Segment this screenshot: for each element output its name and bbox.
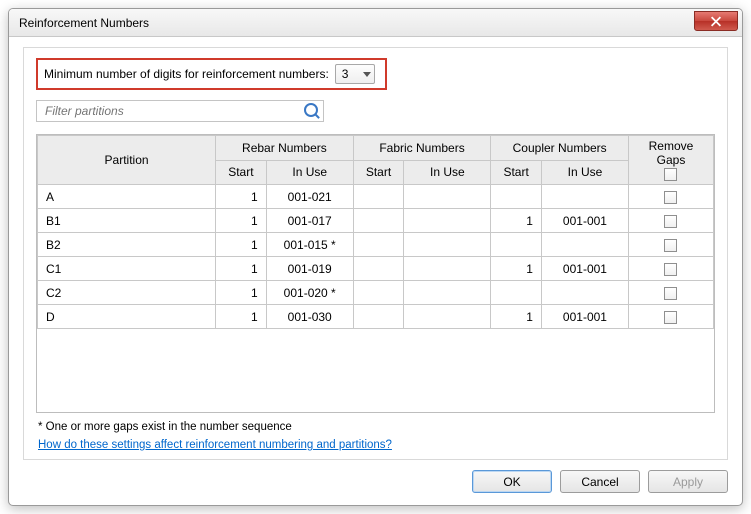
cell-fabric-inuse — [404, 209, 491, 233]
button-row: OK Cancel Apply — [9, 460, 742, 505]
cell-rebar-inuse: 001-019 — [266, 257, 353, 281]
cell-remove — [628, 185, 713, 209]
cell-fabric-start[interactable] — [353, 257, 404, 281]
cell-fabric-inuse — [404, 233, 491, 257]
col-coupler: Coupler Numbers — [491, 136, 629, 161]
close-button[interactable] — [694, 11, 738, 31]
col-rebar-inuse: In Use — [266, 160, 353, 185]
partition-table-wrap: Partition Rebar Numbers Fabric Numbers C… — [36, 134, 715, 413]
col-coupler-inuse: In Use — [541, 160, 628, 185]
cell-partition[interactable]: D — [38, 305, 216, 329]
min-digits-value: 3 — [342, 67, 349, 81]
remove-gaps-checkbox[interactable] — [664, 239, 677, 252]
close-icon — [710, 16, 722, 27]
table-row: B11001-0171001-001 — [38, 209, 714, 233]
filter-input[interactable] — [36, 100, 324, 122]
col-coupler-start: Start — [491, 160, 542, 185]
cell-rebar-start[interactable]: 1 — [216, 233, 267, 257]
cell-remove — [628, 281, 713, 305]
cell-rebar-start[interactable]: 1 — [216, 209, 267, 233]
cell-coupler-inuse: 001-001 — [541, 257, 628, 281]
table-row: A1001-021 — [38, 185, 714, 209]
cell-remove — [628, 257, 713, 281]
cell-rebar-inuse: 001-017 — [266, 209, 353, 233]
cell-coupler-inuse — [541, 281, 628, 305]
cell-partition[interactable]: B2 — [38, 233, 216, 257]
content-area: Minimum number of digits for reinforceme… — [9, 37, 742, 460]
col-rebar-start: Start — [216, 160, 267, 185]
remove-gaps-checkbox[interactable] — [664, 287, 677, 300]
col-remove-label: Remove Gaps — [635, 139, 707, 167]
table-row: B21001-015 * — [38, 233, 714, 257]
cell-partition[interactable]: B1 — [38, 209, 216, 233]
cell-coupler-inuse: 001-001 — [541, 209, 628, 233]
remove-gaps-checkbox[interactable] — [664, 191, 677, 204]
cell-fabric-inuse — [404, 257, 491, 281]
remove-gaps-checkbox[interactable] — [664, 215, 677, 228]
table-row: C11001-0191001-001 — [38, 257, 714, 281]
chevron-down-icon — [363, 72, 371, 77]
cell-coupler-start[interactable]: 1 — [491, 209, 542, 233]
ok-button[interactable]: OK — [472, 470, 552, 493]
table-row: C21001-020 * — [38, 281, 714, 305]
cell-partition[interactable]: C1 — [38, 257, 216, 281]
remove-gaps-checkbox[interactable] — [664, 263, 677, 276]
cell-rebar-start[interactable]: 1 — [216, 257, 267, 281]
cell-fabric-start[interactable] — [353, 233, 404, 257]
col-rebar: Rebar Numbers — [216, 136, 354, 161]
cell-rebar-inuse: 001-030 — [266, 305, 353, 329]
cell-coupler-start[interactable]: 1 — [491, 305, 542, 329]
cell-coupler-start[interactable] — [491, 233, 542, 257]
cell-fabric-start[interactable] — [353, 209, 404, 233]
partition-table: Partition Rebar Numbers Fabric Numbers C… — [37, 135, 714, 391]
col-partition: Partition — [38, 136, 216, 185]
table-row: D1001-0301001-001 — [38, 305, 714, 329]
cell-fabric-inuse — [404, 305, 491, 329]
col-remove: Remove Gaps — [628, 136, 713, 185]
cell-coupler-inuse: 001-001 — [541, 305, 628, 329]
search-icon — [304, 103, 318, 117]
cell-fabric-start[interactable] — [353, 305, 404, 329]
col-fabric: Fabric Numbers — [353, 136, 491, 161]
dialog-window: Reinforcement Numbers Minimum number of … — [8, 8, 743, 506]
cell-rebar-inuse: 001-020 * — [266, 281, 353, 305]
cell-fabric-inuse — [404, 185, 491, 209]
min-digits-label: Minimum number of digits for reinforceme… — [44, 67, 329, 81]
help-link[interactable]: How do these settings affect reinforceme… — [38, 439, 392, 451]
cancel-button[interactable]: Cancel — [560, 470, 640, 493]
cell-rebar-start[interactable]: 1 — [216, 185, 267, 209]
gaps-footnote: * One or more gaps exist in the number s… — [38, 421, 713, 433]
cell-rebar-inuse: 001-015 * — [266, 233, 353, 257]
min-digits-combo[interactable]: 3 — [335, 64, 375, 84]
cell-fabric-start[interactable] — [353, 185, 404, 209]
apply-button[interactable]: Apply — [648, 470, 728, 493]
cell-partition[interactable]: C2 — [38, 281, 216, 305]
cell-coupler-start[interactable] — [491, 185, 542, 209]
cell-partition[interactable]: A — [38, 185, 216, 209]
remove-gaps-checkbox[interactable] — [664, 311, 677, 324]
min-digits-row: Minimum number of digits for reinforceme… — [36, 58, 387, 90]
remove-gaps-header-checkbox[interactable] — [664, 168, 677, 181]
cell-rebar-inuse: 001-021 — [266, 185, 353, 209]
cell-coupler-start[interactable] — [491, 281, 542, 305]
col-fabric-inuse: In Use — [404, 160, 491, 185]
filter-wrap — [36, 100, 324, 122]
cell-remove — [628, 305, 713, 329]
cell-fabric-inuse — [404, 281, 491, 305]
cell-remove — [628, 233, 713, 257]
titlebar: Reinforcement Numbers — [9, 9, 742, 37]
cell-remove — [628, 209, 713, 233]
col-fabric-start: Start — [353, 160, 404, 185]
cell-coupler-start[interactable]: 1 — [491, 257, 542, 281]
settings-group: Minimum number of digits for reinforceme… — [23, 47, 728, 460]
cell-rebar-start[interactable]: 1 — [216, 305, 267, 329]
window-title: Reinforcement Numbers — [19, 16, 149, 30]
cell-rebar-start[interactable]: 1 — [216, 281, 267, 305]
cell-fabric-start[interactable] — [353, 281, 404, 305]
cell-coupler-inuse — [541, 185, 628, 209]
cell-coupler-inuse — [541, 233, 628, 257]
